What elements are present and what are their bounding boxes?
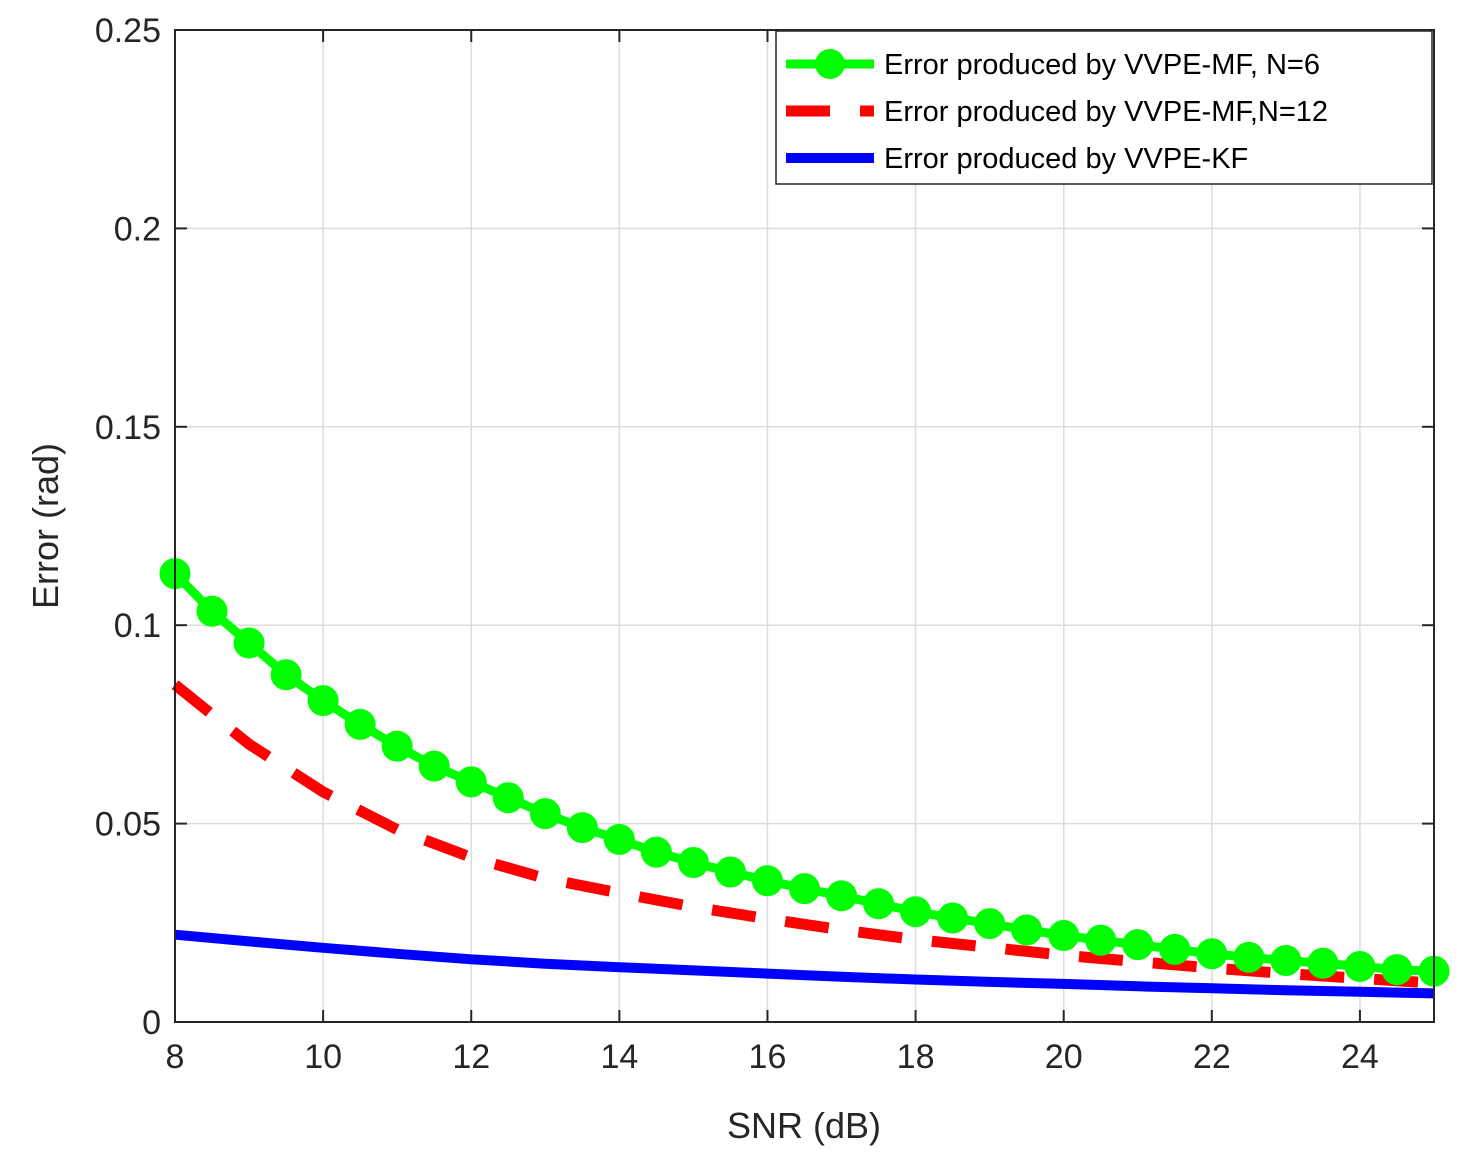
data-point [233, 627, 265, 659]
data-point [751, 865, 783, 897]
data-point [677, 846, 709, 878]
x-tick-label: 22 [1193, 1038, 1231, 1076]
legend-box [775, 30, 1433, 185]
x-tick-label: 10 [304, 1038, 342, 1076]
y-tick-label: 0.2 [114, 210, 161, 248]
data-point [640, 836, 672, 868]
data-point [974, 908, 1006, 940]
series-2 [174, 929, 1435, 999]
legend: Error produced by VVPE-MF, N=6 Error prod… [775, 30, 1433, 185]
data-point [714, 856, 746, 888]
data-point [1122, 929, 1154, 961]
data-point [196, 595, 228, 627]
plot-area [175, 30, 1434, 1022]
data-point [344, 708, 376, 740]
legend-label: Error produced by VVPE-MF, N=6 [884, 49, 1320, 81]
data-point [1159, 933, 1191, 965]
data-point [1233, 941, 1265, 973]
data-point [455, 766, 487, 798]
legend-label: Error produced by VVPE-KF [884, 143, 1248, 175]
x-tick-label: 12 [452, 1038, 490, 1076]
legend-item: Error produced by VVPE-MF, N=6 [786, 49, 1320, 81]
x-tick-label: 20 [1045, 1038, 1083, 1076]
data-point [270, 659, 302, 691]
x-tick-label: 18 [897, 1038, 935, 1076]
y-tick-label: 0.15 [95, 409, 161, 447]
x-tick-label: 24 [1341, 1038, 1379, 1076]
data-point [937, 902, 969, 934]
legend-item: Error produced by VVPE-KF [786, 143, 1248, 175]
x-tick-label: 8 [166, 1038, 185, 1076]
data-point [307, 685, 339, 717]
data-point [1196, 938, 1228, 970]
data-point [603, 823, 635, 855]
series-1 [171, 680, 1435, 989]
data-point [492, 782, 524, 814]
data-point [418, 750, 450, 782]
y-tick-label: 0.1 [114, 607, 161, 645]
y-tick-label: 0.05 [95, 806, 161, 844]
y-axis-label: Error (rad) [25, 443, 66, 609]
data-point [863, 888, 895, 920]
series-line [174, 929, 1435, 999]
data-point [1307, 947, 1339, 979]
data-point [529, 798, 561, 830]
data-point [789, 873, 820, 905]
series-0 [159, 558, 1450, 987]
data-point [566, 812, 598, 844]
grid [174, 29, 1434, 1023]
axis-box [174, 29, 1435, 1023]
legend-label: Error produced by VVPE-MF,N=12 [884, 96, 1328, 128]
y-tick-label: 0 [142, 1004, 161, 1042]
data-point [1048, 919, 1080, 951]
data-point [1011, 914, 1043, 946]
x-tick-label: 16 [749, 1038, 787, 1076]
series-line [171, 680, 1435, 989]
data-point [1344, 950, 1376, 982]
data-point [1270, 944, 1302, 976]
tick-labels: 8 10 12 14 16 18 20 22 24 0 0.05 0.1 0.15 0.2 0.25 [95, 12, 1379, 1076]
data-point [826, 880, 858, 912]
legend-marker [815, 49, 845, 79]
data-point [381, 730, 413, 762]
data-point [1085, 924, 1117, 956]
data-point [900, 896, 932, 928]
x-tick-label: 14 [600, 1038, 638, 1076]
legend-item: Error produced by VVPE-MF,N=12 [786, 96, 1328, 128]
series-layer [159, 558, 1450, 999]
y-tick-label: 0.25 [95, 12, 161, 50]
x-axis-label: SNR (dB) [727, 1105, 881, 1146]
data-point [1381, 954, 1413, 986]
